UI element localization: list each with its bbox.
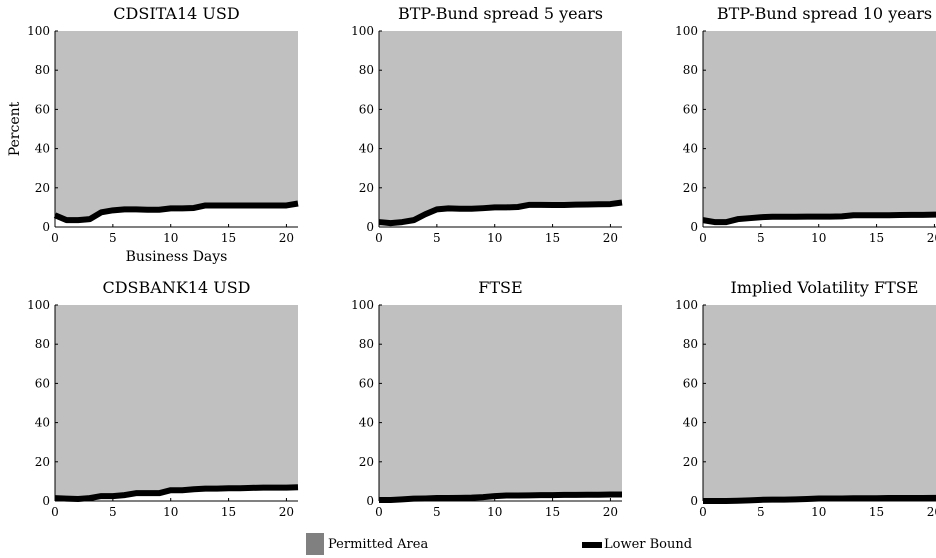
y-tick-label: 0 bbox=[366, 494, 374, 508]
permitted-area bbox=[703, 31, 936, 223]
x-tick-label: 15 bbox=[869, 505, 884, 519]
y-axis-label: Percent bbox=[7, 101, 23, 156]
x-tick-label: 15 bbox=[221, 505, 236, 519]
chart-panel-1: 0 20 40 60 80 100 0 5 10 15 20 CDSITA14 USD Business… bbox=[7, 4, 299, 265]
chart-title: Implied Volatility FTSE bbox=[731, 278, 919, 297]
permitted-area bbox=[379, 31, 622, 224]
x-tick-label: 20 bbox=[279, 505, 294, 519]
x-tick-label: 10 bbox=[811, 231, 826, 245]
x-tick-label: 20 bbox=[279, 231, 294, 245]
x-tick-label: 20 bbox=[603, 505, 618, 519]
chart-panel-4: 0 20 40 60 80 100 0 5 10 15 20 CDSBANK14 USD bbox=[27, 278, 299, 519]
y-tick-label: 60 bbox=[359, 376, 374, 390]
y-tick-label: 20 bbox=[683, 181, 698, 195]
x-axis-label: Business Days bbox=[126, 249, 228, 265]
y-tick-label: 40 bbox=[35, 142, 50, 156]
lower-bound-line bbox=[702, 211, 936, 226]
chart-title: FTSE bbox=[478, 278, 522, 297]
x-tick-label: 10 bbox=[811, 505, 826, 519]
y-tick-label: 20 bbox=[35, 455, 50, 469]
x-tick-label: 0 bbox=[699, 231, 707, 245]
permitted-area bbox=[703, 305, 936, 501]
chart-panel-5: 0 20 40 60 80 100 0 5 10 15 20 FTSE bbox=[351, 278, 622, 519]
y-tick-label: 40 bbox=[35, 416, 50, 430]
permitted-area bbox=[379, 305, 622, 501]
lower-bound-line bbox=[54, 484, 299, 503]
x-tick-label: 10 bbox=[487, 505, 502, 519]
chart-title: BTP-Bund spread 5 years bbox=[398, 4, 603, 23]
permitted-area bbox=[55, 305, 298, 500]
x-tick-label: 15 bbox=[869, 231, 884, 245]
legend-lower-bound: Lower Bound bbox=[582, 537, 692, 552]
chart-panel-3: 0 20 40 60 80 100 0 5 10 15 20 BTP-Bund spread 10 y… bbox=[675, 4, 936, 245]
y-tick-label: 0 bbox=[366, 220, 374, 234]
y-tick-label: 40 bbox=[359, 142, 374, 156]
x-tick-label: 15 bbox=[221, 231, 236, 245]
y-tick-label: 20 bbox=[359, 181, 374, 195]
y-tick-label: 60 bbox=[683, 376, 698, 390]
legend-line-swatch bbox=[582, 541, 602, 548]
y-tick-label: 100 bbox=[27, 298, 50, 312]
y-tick-label: 40 bbox=[359, 416, 374, 430]
y-tick-label: 60 bbox=[359, 102, 374, 116]
y-tick-label: 40 bbox=[683, 416, 698, 430]
y-tick-label: 0 bbox=[690, 494, 698, 508]
y-tick-label: 100 bbox=[27, 24, 50, 38]
x-tick-label: 10 bbox=[487, 231, 502, 245]
lower-bound-line bbox=[53, 200, 299, 224]
x-tick-label: 10 bbox=[163, 231, 178, 245]
y-tick-label: 80 bbox=[35, 63, 50, 77]
chart-panel-6: 0 20 40 60 80 100 0 5 10 15 20 Implied Volatility F… bbox=[675, 278, 936, 519]
x-tick-label: 0 bbox=[699, 505, 707, 519]
chart-title: BTP-Bund spread 10 years bbox=[717, 4, 932, 23]
x-tick-label: 10 bbox=[163, 505, 178, 519]
x-tick-label: 5 bbox=[433, 505, 441, 519]
x-tick-label: 5 bbox=[433, 231, 441, 245]
x-tick-label: 5 bbox=[109, 231, 117, 245]
x-tick-label: 20 bbox=[927, 231, 936, 245]
y-tick-label: 80 bbox=[683, 63, 698, 77]
y-tick-label: 20 bbox=[683, 455, 698, 469]
y-tick-label: 100 bbox=[675, 298, 698, 312]
y-tick-label: 100 bbox=[675, 24, 698, 38]
y-tick-label: 100 bbox=[351, 298, 374, 312]
lower-bound-line bbox=[379, 491, 622, 504]
lower-bound-line bbox=[378, 199, 623, 227]
legend-label-permitted-area: Permitted Area bbox=[328, 536, 429, 552]
y-tick-label: 20 bbox=[359, 455, 374, 469]
legend-patch-swatch bbox=[306, 533, 324, 555]
x-tick-label: 15 bbox=[545, 505, 560, 519]
legend-permitted-area: Permitted Area bbox=[306, 533, 428, 555]
x-tick-label: 20 bbox=[927, 505, 936, 519]
y-tick-label: 80 bbox=[683, 337, 698, 351]
x-tick-label: 0 bbox=[375, 231, 383, 245]
y-tick-label: 0 bbox=[42, 494, 50, 508]
x-tick-label: 5 bbox=[109, 505, 117, 519]
chart-panel-2: 0 20 40 60 80 100 0 5 10 15 20 BTP-Bund spread 5 ye… bbox=[351, 4, 623, 245]
y-tick-label: 0 bbox=[690, 220, 698, 234]
chart-title: CDSITA14 USD bbox=[113, 4, 239, 23]
x-tick-label: 5 bbox=[757, 231, 765, 245]
y-tick-label: 20 bbox=[35, 181, 50, 195]
chart-title: CDSBANK14 USD bbox=[102, 278, 250, 297]
x-tick-label: 5 bbox=[757, 505, 765, 519]
permitted-area bbox=[55, 31, 298, 221]
y-tick-label: 100 bbox=[351, 24, 374, 38]
x-tick-label: 15 bbox=[545, 231, 560, 245]
y-tick-label: 40 bbox=[683, 142, 698, 156]
x-tick-label: 20 bbox=[603, 231, 618, 245]
lower-bound-line bbox=[703, 494, 936, 504]
y-tick-label: 60 bbox=[35, 376, 50, 390]
x-tick-label: 0 bbox=[51, 505, 59, 519]
y-tick-label: 80 bbox=[359, 63, 374, 77]
y-tick-label: 80 bbox=[35, 337, 50, 351]
x-tick-label: 0 bbox=[51, 231, 59, 245]
y-tick-label: 60 bbox=[35, 102, 50, 116]
y-tick-label: 80 bbox=[359, 337, 374, 351]
y-tick-label: 60 bbox=[683, 102, 698, 116]
x-tick-label: 0 bbox=[375, 505, 383, 519]
y-tick-label: 0 bbox=[42, 220, 50, 234]
legend-label-lower-bound: Lower Bound bbox=[604, 537, 693, 552]
